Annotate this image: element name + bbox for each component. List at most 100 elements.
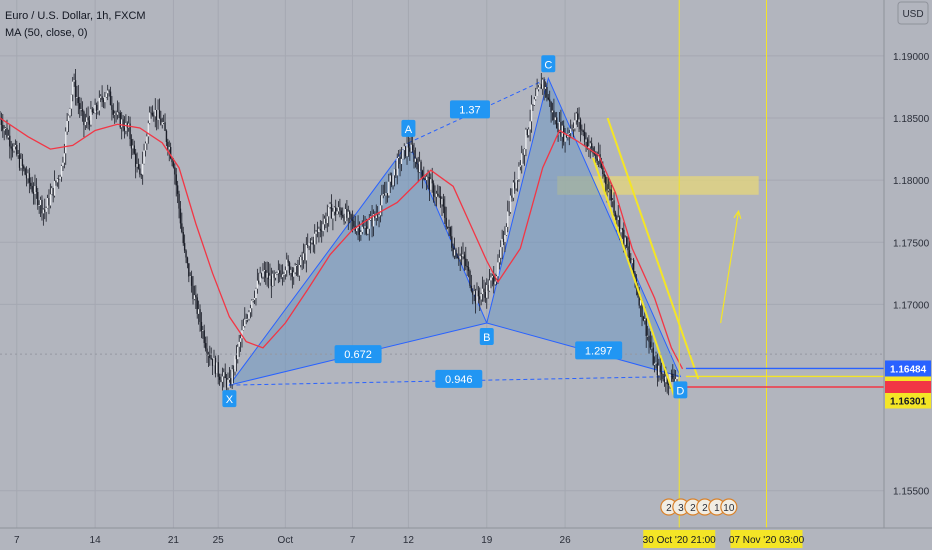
x-tick-label: 7: [350, 535, 356, 546]
candle-body: [329, 204, 331, 208]
candle-body: [73, 80, 75, 82]
candle-body: [487, 285, 489, 291]
candle-body: [79, 103, 81, 110]
candle-body: [519, 165, 522, 167]
candle-body: [399, 156, 401, 164]
candle-body: [455, 249, 457, 258]
candle-body: [325, 218, 327, 224]
candle-body: [65, 131, 67, 154]
candle-body: [245, 319, 247, 320]
candle-body: [490, 277, 492, 281]
candle-body: [169, 147, 172, 159]
candle-body: [588, 146, 590, 149]
price-tag-text: 1.16301: [890, 396, 927, 407]
candle-body: [46, 198, 49, 209]
candle-body: [585, 139, 587, 142]
candle-body: [383, 194, 386, 196]
candle-body: [281, 274, 284, 278]
candle-body: [378, 215, 380, 217]
candle-body: [23, 166, 25, 169]
candle-body: [652, 347, 654, 365]
y-tick-label: 1.17000: [893, 300, 930, 311]
candle-body: [551, 110, 554, 113]
candle-body: [351, 219, 354, 221]
candle-body: [90, 109, 92, 125]
candle-body: [246, 318, 249, 320]
candle-body: [549, 99, 551, 102]
candle-body: [172, 162, 175, 168]
candle-body: [244, 319, 246, 327]
candle-body: [597, 154, 600, 161]
x-tick-label: 7: [14, 535, 20, 546]
candle-body: [493, 275, 495, 285]
candle-body: [146, 136, 148, 144]
candle-body: [673, 378, 675, 383]
candle-body: [522, 153, 524, 155]
candle-body: [547, 97, 550, 100]
y-tick-label: 1.19000: [893, 52, 930, 63]
candle-body: [52, 188, 54, 196]
candle-body: [371, 216, 373, 227]
candle-body: [112, 109, 114, 115]
candle-body: [48, 198, 50, 206]
candle-body: [311, 240, 313, 243]
candle-body: [283, 274, 285, 276]
candle-body: [113, 113, 116, 115]
event-count: 10: [723, 503, 735, 514]
y-tick-label: 1.18000: [893, 176, 930, 187]
candle-body: [406, 143, 408, 157]
candle-body: [230, 378, 232, 385]
candle-body: [364, 226, 366, 228]
candle-body: [318, 228, 320, 233]
candle-body: [672, 373, 674, 379]
candle-body: [653, 363, 656, 365]
candle-body: [153, 115, 155, 117]
candle-body: [259, 273, 261, 283]
candle-body: [507, 211, 509, 227]
candle-body: [361, 226, 363, 233]
candle-body: [238, 341, 240, 347]
candle-body: [586, 139, 589, 149]
candle-body: [249, 308, 252, 313]
candle-body: [649, 341, 652, 348]
x-tick-label: 21: [168, 535, 180, 546]
ratio-label: 0.946: [445, 374, 473, 386]
candle-body: [367, 228, 369, 234]
candle-body: [609, 189, 611, 191]
candle-body: [227, 379, 229, 388]
candle-body: [175, 174, 177, 186]
candle-body: [420, 161, 422, 171]
candle-body: [148, 112, 151, 124]
candle-body: [600, 164, 603, 168]
candle-body: [427, 176, 429, 178]
candle-body: [553, 110, 555, 121]
candle-body: [14, 144, 17, 147]
candle-body: [357, 226, 359, 229]
candle-body: [21, 158, 24, 167]
candle-body: [272, 273, 274, 286]
candle-body: [476, 290, 478, 304]
candle-body: [435, 193, 438, 197]
candle-body: [104, 97, 106, 103]
candle-body: [444, 206, 446, 218]
candle-body: [561, 125, 563, 137]
candle-body: [16, 144, 18, 155]
candle-body: [235, 355, 238, 360]
candle-body: [470, 285, 473, 291]
candle-body: [2, 124, 4, 131]
candle-body: [632, 259, 635, 273]
candle-body: [498, 257, 501, 263]
candle-body: [453, 249, 456, 256]
candle-body: [416, 158, 418, 165]
projection-arrowhead: [733, 209, 742, 220]
candle-body: [45, 208, 47, 212]
candle-body: [39, 199, 42, 206]
candle-body: [116, 112, 119, 115]
candle-body: [403, 146, 405, 151]
candle-body: [434, 196, 436, 198]
candle-body: [77, 97, 80, 104]
y-tick-label: 1.17500: [893, 238, 930, 249]
candle-body: [542, 79, 544, 89]
